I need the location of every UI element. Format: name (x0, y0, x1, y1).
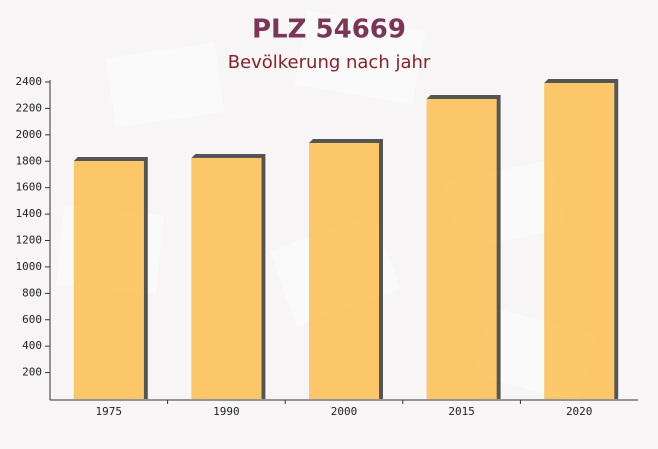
y-tick-label: 1400 (16, 207, 43, 220)
x-tick-label: 2015 (448, 405, 475, 418)
bar (426, 99, 497, 399)
y-tick-label: 1600 (16, 181, 43, 194)
bar (73, 160, 144, 399)
y-tick-label: 1200 (16, 234, 43, 247)
y-tick-label: 800 (22, 286, 42, 299)
x-tick-label: 2020 (566, 405, 593, 418)
x-tick-label: 1975 (96, 405, 123, 418)
x-tick-label: 2000 (331, 405, 358, 418)
y-tick-label: 1000 (16, 260, 43, 273)
bar (309, 143, 379, 399)
y-tick-label: 2200 (16, 101, 43, 114)
y-tick-label: 2000 (16, 128, 43, 141)
y-tick-label: 1800 (16, 154, 43, 167)
bar (191, 157, 262, 399)
chart-title: PLZ 54669 (252, 15, 406, 45)
y-tick-label: 2400 (16, 75, 43, 88)
y-tick-label: 400 (22, 339, 42, 352)
chart-subtitle: Bevölkerung nach jahr (228, 52, 431, 73)
y-tick-label: 600 (22, 313, 42, 326)
bar (544, 83, 615, 399)
x-tick-label: 1990 (213, 405, 240, 418)
y-tick-label: 200 (22, 366, 42, 379)
